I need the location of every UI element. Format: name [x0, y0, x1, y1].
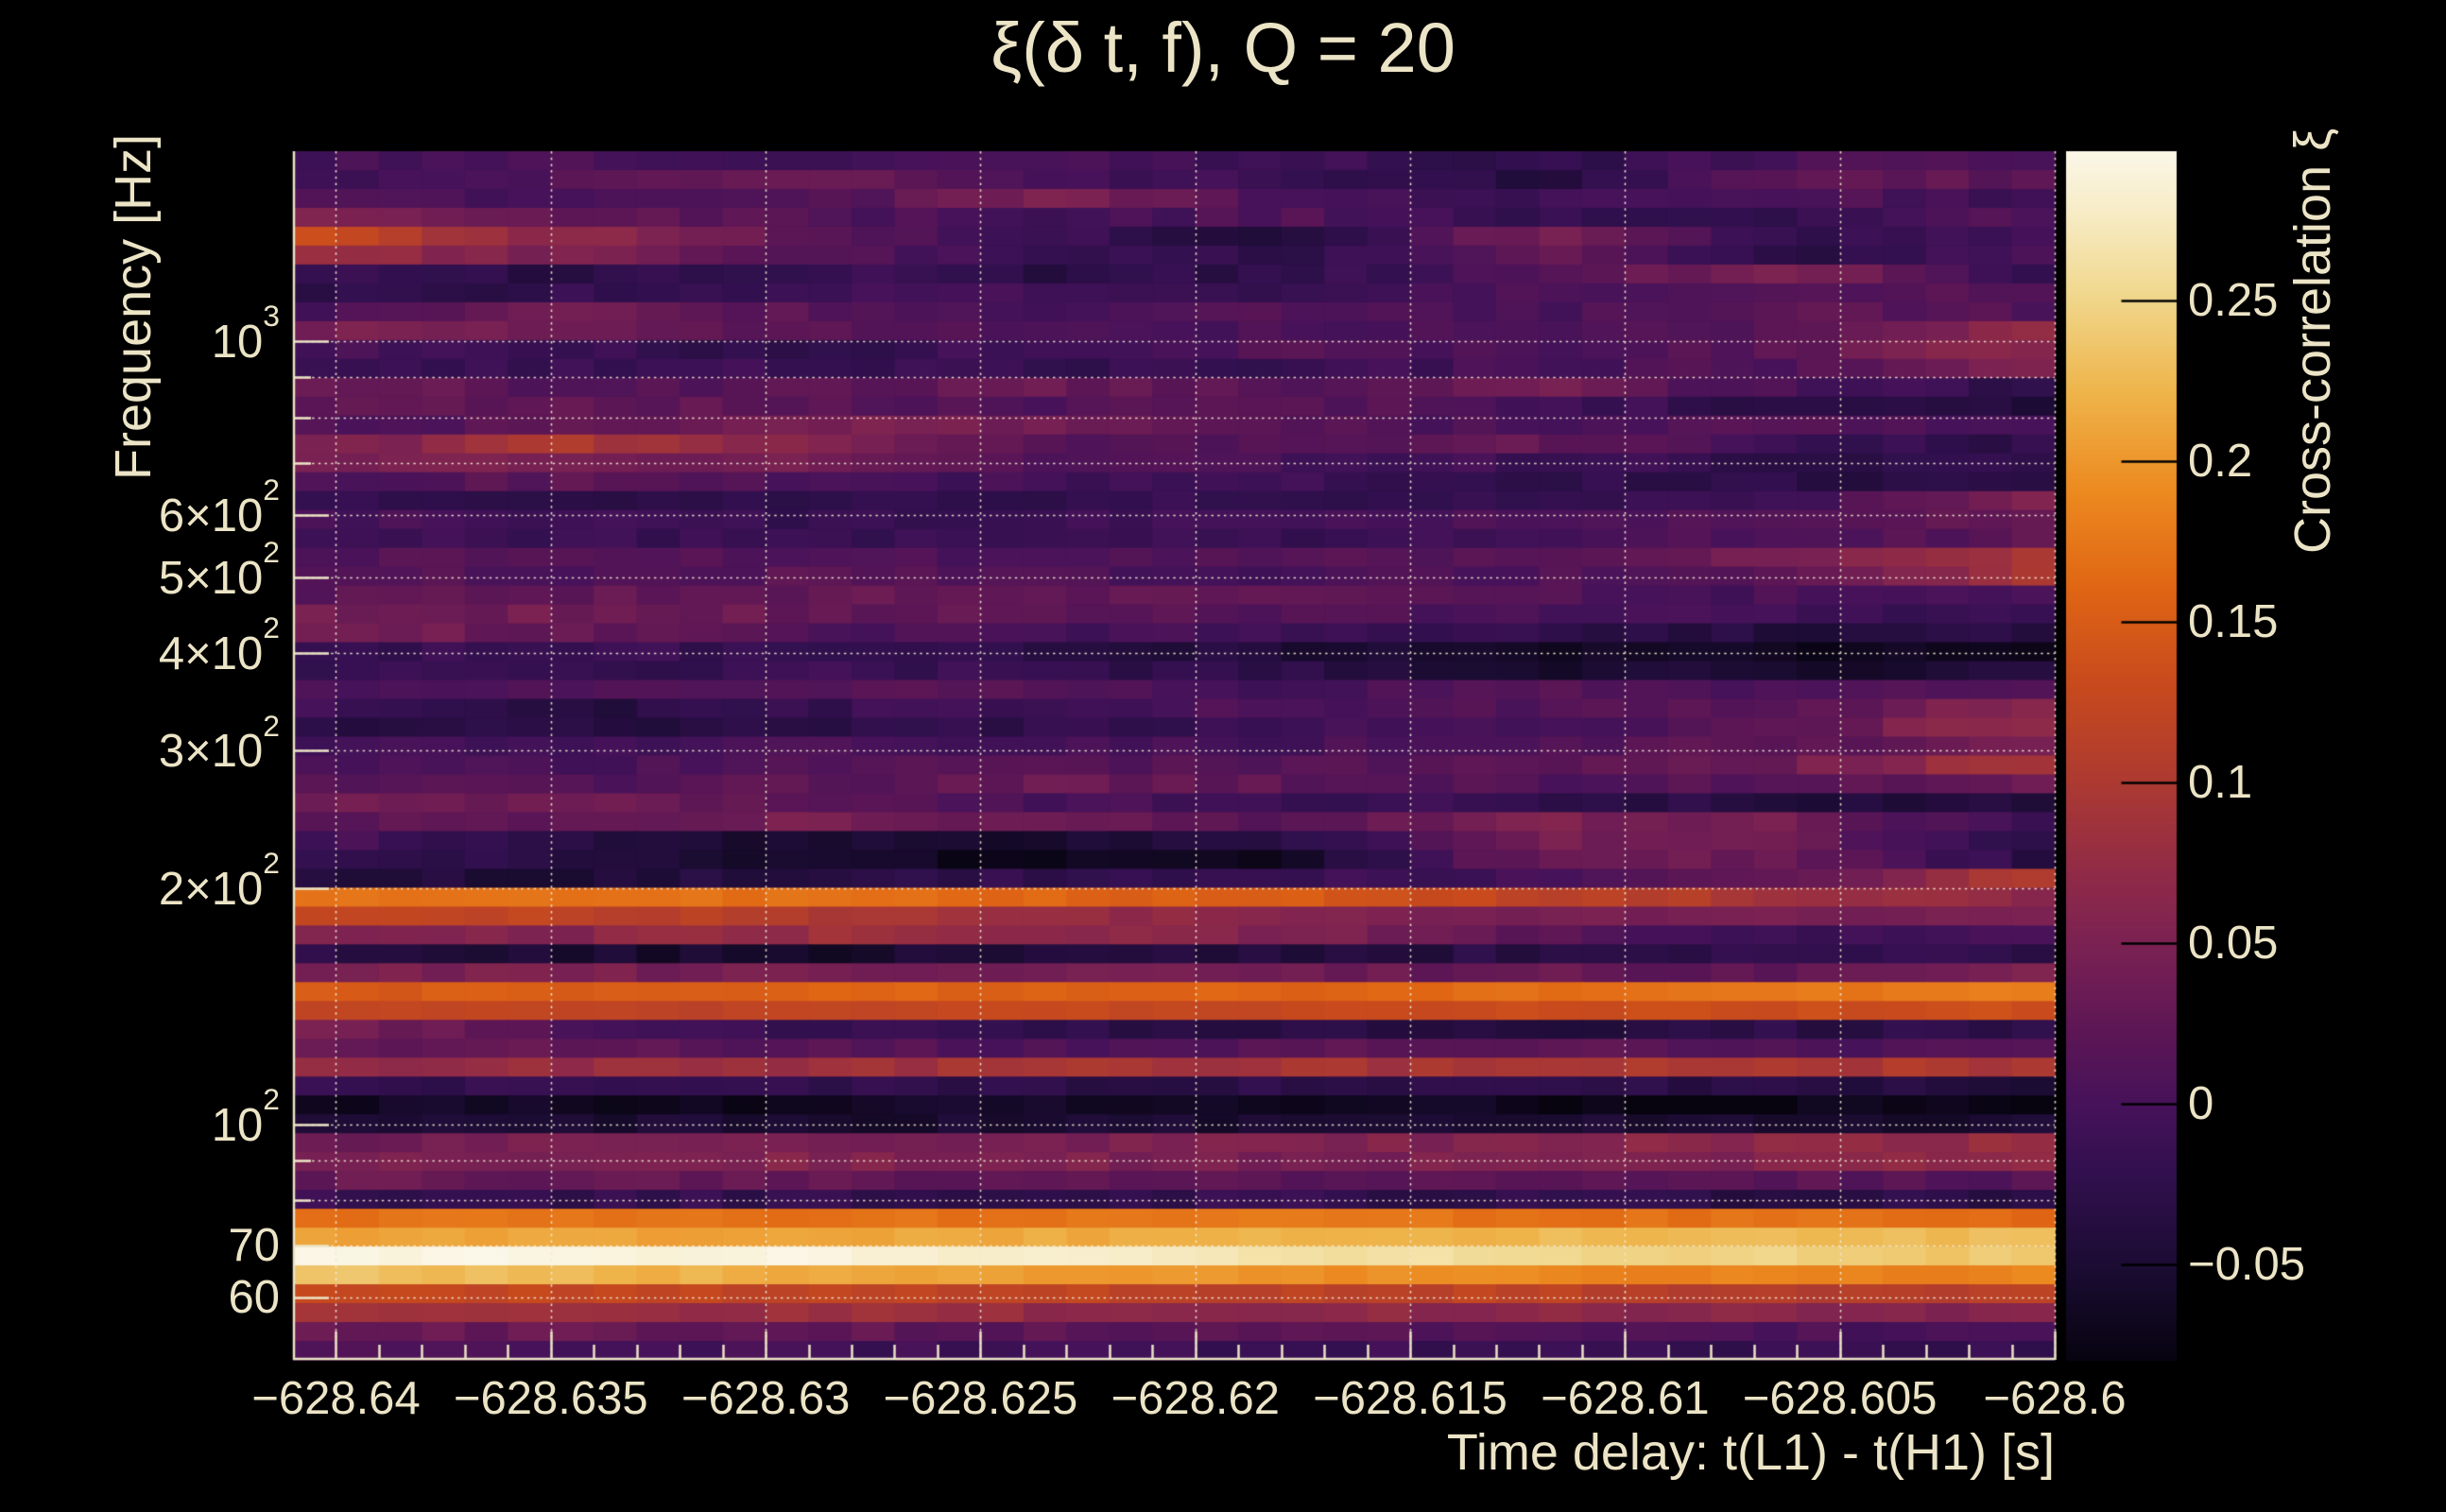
x-tick-label: −628.64 — [251, 1373, 421, 1424]
y-tick-label: 4×102 — [158, 610, 280, 680]
y-tick-exponent: 2 — [263, 708, 280, 743]
colorbar-tick-label: 0.05 — [2188, 918, 2279, 970]
x-tick-label: −628.625 — [883, 1373, 1078, 1424]
y-tick-exponent: 2 — [263, 846, 280, 881]
x-tick-label: −628.615 — [1313, 1373, 1507, 1424]
x-tick-label: −628.61 — [1541, 1373, 1710, 1424]
y-tick-label: 5×102 — [158, 534, 280, 604]
colorbar-tick-label: −0.05 — [2188, 1239, 2305, 1291]
chart-title: ξ(δ t, f), Q = 20 — [990, 9, 1456, 87]
y-tick-label: 3×102 — [158, 708, 280, 778]
colorbar-tick-label: 0 — [2188, 1078, 2214, 1130]
colorbar-tick-label: 0.25 — [2188, 275, 2279, 327]
x-tick-label: −628.635 — [453, 1373, 648, 1424]
y-tick-exponent: 2 — [263, 472, 280, 507]
y-tick-label: 60 — [228, 1272, 280, 1324]
x-tick-label: −628.63 — [680, 1373, 851, 1424]
colorbar-tick-label: 0.15 — [2188, 596, 2279, 648]
x-axis-title: Time delay: t(L1) - t(H1) [s] — [1446, 1424, 2055, 1481]
colorbar-title: Cross-correlation ξ — [2284, 128, 2341, 554]
y-tick-exponent: 3 — [263, 299, 280, 334]
y-axis-title: Frequency [Hz] — [105, 133, 162, 480]
x-tick-label: −628.6 — [1983, 1373, 2127, 1424]
y-tick-label: 102 — [211, 1081, 280, 1151]
colorbar-tick-label: 0.1 — [2188, 757, 2253, 809]
x-tick-label: −628.62 — [1111, 1373, 1280, 1424]
y-tick-exponent: 2 — [263, 610, 280, 644]
colorbar-tick-label: 0.2 — [2188, 436, 2253, 488]
y-tick-label: 6×102 — [158, 472, 280, 542]
y-tick-exponent: 2 — [263, 1081, 280, 1116]
x-tick-label: −628.605 — [1742, 1373, 1938, 1424]
y-tick-label: 70 — [228, 1219, 280, 1271]
y-tick-label: 103 — [211, 299, 280, 369]
y-tick-label: 2×102 — [158, 846, 280, 916]
y-tick-exponent: 2 — [263, 534, 280, 569]
